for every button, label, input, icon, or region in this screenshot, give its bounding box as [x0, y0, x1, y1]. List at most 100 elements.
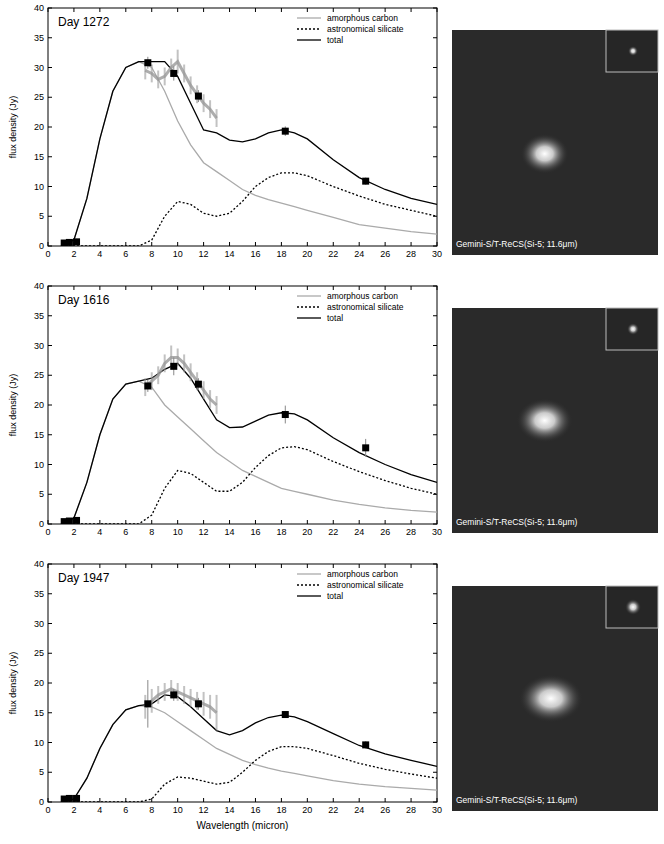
x-tick [281, 242, 282, 246]
y-tick [48, 653, 52, 654]
x-tick [151, 520, 152, 524]
y-tick [433, 434, 437, 435]
x-tick [359, 520, 360, 524]
legend-label: total [327, 313, 343, 323]
y-tick-label: 20 [34, 122, 44, 132]
x-tick [437, 520, 438, 524]
y-axis-title: flux density (Jy) [8, 96, 18, 159]
x-tick [255, 520, 256, 524]
y-tick [48, 524, 52, 525]
x-tick [48, 564, 49, 568]
y-tick [433, 246, 437, 247]
x-tick [229, 8, 230, 12]
x-tick [411, 286, 412, 290]
y-tick-label: 15 [34, 152, 44, 162]
legend-label: amorphous carbon [327, 13, 398, 23]
figure: 0510152025303540024681012141618202224262… [0, 0, 664, 844]
data-point [66, 518, 73, 524]
image-panel: Gemini-S/T-ReCS(Si-5; 11.6μm) [452, 586, 658, 811]
data-point [66, 239, 73, 246]
x-tick-label: 16 [250, 805, 260, 815]
x-tick-label: 30 [432, 249, 442, 259]
x-tick-label: 26 [380, 249, 390, 259]
y-axis-title: flux density (Jy) [8, 652, 18, 715]
x-tick-label: 26 [380, 527, 390, 537]
x-tick-label: 22 [328, 249, 338, 259]
y-tick-label: 0 [39, 519, 44, 529]
x-tick [281, 8, 282, 12]
x-tick [307, 8, 308, 12]
x-tick [203, 242, 204, 246]
x-tick [359, 8, 360, 12]
x-tick [281, 520, 282, 524]
model-line [61, 62, 437, 246]
x-tick [48, 286, 49, 290]
x-tick [99, 798, 100, 802]
image-label: Gemini-S/T-ReCS(Si-5; 11.6μm) [456, 795, 578, 805]
data-point [195, 381, 202, 388]
y-tick [48, 464, 52, 465]
x-tick [48, 242, 49, 246]
x-tick [437, 798, 438, 802]
x-tick [333, 564, 334, 568]
model-line [61, 447, 437, 524]
x-tick [203, 8, 204, 12]
x-tick [151, 242, 152, 246]
x-tick-label: 28 [406, 527, 416, 537]
y-tick [48, 37, 52, 38]
x-tick [333, 242, 334, 246]
x-tick [281, 798, 282, 802]
x-tick [333, 798, 334, 802]
data-point [170, 363, 177, 370]
y-tick [433, 772, 437, 773]
x-tick-label: 10 [173, 527, 183, 537]
x-tick [437, 242, 438, 246]
y-tick-label: 30 [34, 619, 44, 629]
x-tick [203, 798, 204, 802]
x-tick-label: 4 [97, 249, 102, 259]
legend-label: total [327, 591, 343, 601]
x-tick-label: 20 [302, 527, 312, 537]
source-blob [517, 399, 573, 443]
source-blob [521, 134, 569, 174]
x-tick [255, 798, 256, 802]
x-tick-label: 12 [199, 527, 209, 537]
y-tick-label: 40 [34, 281, 44, 291]
x-tick-label: 28 [406, 249, 416, 259]
inset-frame [606, 308, 658, 350]
spectrum-line [145, 689, 216, 713]
y-tick [433, 127, 437, 128]
x-tick [255, 8, 256, 12]
x-tick [177, 520, 178, 524]
y-tick [433, 593, 437, 594]
y-tick [48, 97, 52, 98]
x-tick [333, 286, 334, 290]
x-tick-label: 14 [225, 805, 235, 815]
y-tick-label: 10 [34, 738, 44, 748]
x-tick [385, 286, 386, 290]
x-tick-label: 2 [71, 805, 76, 815]
x-tick [151, 8, 152, 12]
panel: 0510152025303540024681012141618202224262… [8, 3, 442, 259]
x-tick [151, 798, 152, 802]
panel-title: Day 1272 [58, 15, 110, 29]
x-tick [177, 798, 178, 802]
x-tick-label: 16 [250, 249, 260, 259]
x-tick [255, 242, 256, 246]
y-tick [433, 97, 437, 98]
y-tick [433, 286, 437, 287]
y-tick-label: 25 [34, 648, 44, 658]
y-tick [48, 623, 52, 624]
data-group [61, 346, 437, 525]
inset-frame [606, 30, 658, 72]
x-tick [125, 564, 126, 568]
x-tick [437, 8, 438, 12]
y-tick-label: 30 [34, 63, 44, 73]
y-tick [48, 494, 52, 495]
y-tick-label: 20 [34, 400, 44, 410]
inset-blob [625, 599, 641, 615]
legend-swatch [297, 28, 321, 29]
y-tick-label: 0 [39, 797, 44, 807]
y-tick-label: 30 [34, 341, 44, 351]
legend-swatch [297, 17, 321, 18]
